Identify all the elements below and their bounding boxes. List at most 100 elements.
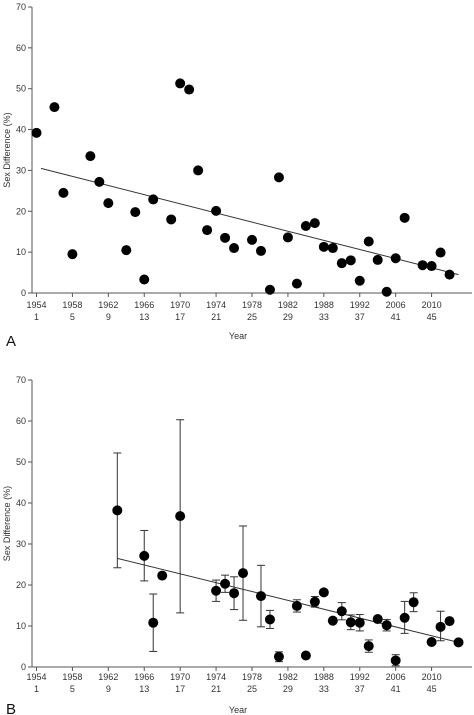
y-tick-label: 30 [16,165,26,175]
panel-label: B [6,701,16,715]
x-axis-label: Year [229,705,247,715]
x-tick-index-label: 1 [34,312,39,322]
data-point [300,650,311,661]
x-tick-index-label: 29 [283,684,293,694]
data-point [381,286,392,297]
x-tick-year-label: 1982 [278,672,298,682]
trend-line [117,557,459,643]
y-axis-label: Sex Difference (%) [2,486,12,561]
x-tick-year-label: 1962 [98,300,118,310]
data-point [390,253,401,264]
y-tick-label: 50 [16,84,26,94]
data-point [247,234,257,245]
data-point [58,187,69,198]
x-tick-index-label: 21 [211,684,221,694]
data-point [309,218,320,229]
data-point [291,600,302,611]
data-point [345,255,356,266]
data-point [327,243,338,254]
y-tick-label: 10 [16,621,26,631]
data-point [336,606,347,617]
data-point [291,278,302,289]
data-point [184,84,195,95]
panel-b: 0 10 20 30 40 50 60 70 1954 1 1958 5 1962 9 1966 13 1970… [2,375,472,715]
x-tick-year-label: 1982 [278,300,298,310]
panel-a: 0 10 20 30 40 50 60 70 1954 1 1958 5 1962 9 1966 13 1970… [2,2,472,350]
data-point [255,591,266,602]
y-tick-label: 30 [16,539,26,549]
y-tick-label: 40 [16,498,26,508]
y-tick-label: 40 [16,125,26,135]
x-tick-index-label: 45 [427,684,437,694]
panel-label: A [6,333,16,350]
x-tick-year-label: 2006 [386,672,406,682]
data-point [220,578,231,589]
x-tick-year-label: 1988 [314,300,334,310]
data-point [220,232,231,243]
data-point [363,236,374,247]
data-point [31,127,42,138]
data-point [318,587,329,598]
y-tick-label: 10 [16,247,26,257]
x-tick-year-label: 1958 [62,672,82,682]
x-tick-year-label: 1978 [242,300,262,310]
x-tick-index-label: 13 [139,312,149,322]
data-point [363,641,374,652]
x-tick-year-label: 1974 [206,672,226,682]
x-tick-index-label: 33 [319,312,329,322]
data-point [238,568,249,579]
y-tick-label: 70 [16,375,26,385]
data-point [139,274,150,285]
x-tick-index-label: 33 [319,684,329,694]
x-tick-index-label: 1 [34,684,39,694]
data-point [354,275,365,286]
data-point [202,225,213,236]
x-tick-year-label: 2010 [422,300,442,310]
data-point [175,511,186,522]
data-point [148,617,159,628]
data-point [336,258,347,269]
x-tick-index-label: 25 [247,684,257,694]
data-point [103,198,114,209]
data-point [273,651,284,662]
data-point [453,637,464,648]
y-tick-label: 60 [16,43,26,53]
y-tick-label: 0 [21,662,26,672]
data-point [49,102,60,113]
data-point [300,220,311,231]
data-point [399,212,410,223]
x-tick-year-label: 1966 [134,672,154,682]
data-point [309,596,320,607]
data-point [255,245,266,256]
data-point [282,232,293,243]
data-point [166,214,177,225]
data-point [175,78,186,89]
data-point [130,207,141,218]
data-point [435,247,446,258]
data-point [112,505,123,516]
data-point [435,621,446,632]
trend-line [40,167,459,276]
x-axis-label: Year [229,331,247,341]
x-tick-year-label: 2010 [422,672,442,682]
x-tick-index-label: 21 [211,312,221,322]
y-tick-label: 0 [21,288,26,298]
data-point [229,243,240,254]
x-tick-index-label: 45 [427,312,437,322]
x-tick-year-label: 2006 [386,300,406,310]
x-tick-index-label: 5 [70,312,75,322]
x-tick-index-label: 17 [175,684,185,694]
data-point [327,615,338,626]
data-point [229,588,240,599]
y-tick-label: 50 [16,457,26,467]
y-tick-label: 60 [16,416,26,426]
x-tick-index-label: 25 [247,312,257,322]
y-tick-label: 20 [16,580,26,590]
data-point [399,612,410,623]
data-point [408,597,419,608]
y-axis-label: Sex Difference (%) [2,112,12,187]
y-tick-label: 70 [16,2,26,12]
data-point [390,655,401,666]
data-point [121,245,132,256]
